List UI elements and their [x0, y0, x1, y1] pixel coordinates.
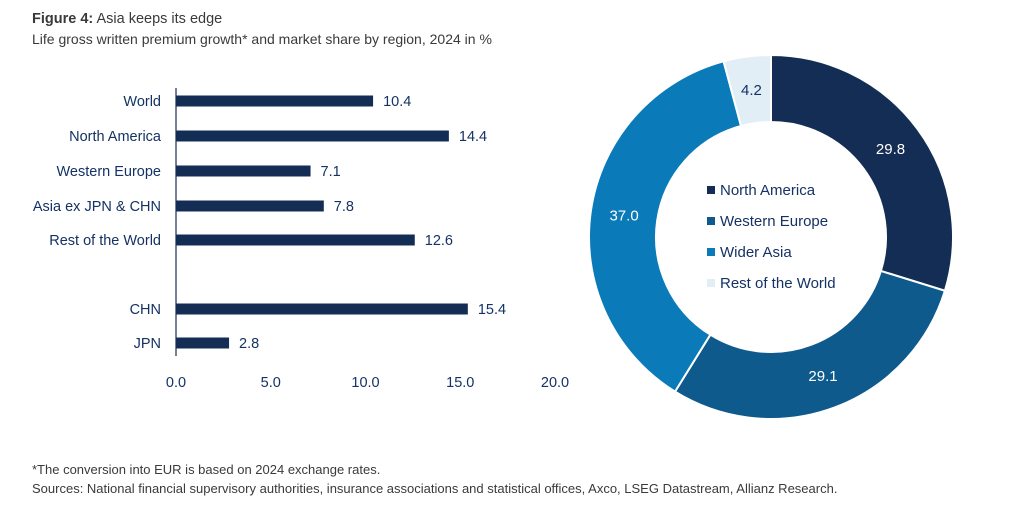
value-label-world: 10.4 [383, 94, 411, 110]
slice-value-rest-of-the-world: 4.2 [741, 82, 762, 99]
bar-asia-ex-jpn-chn [176, 200, 324, 212]
value-label-north-america: 14.4 [459, 129, 487, 145]
value-label-western-europe: 7.1 [321, 164, 341, 180]
slice-value-western-europe: 29.1 [808, 368, 837, 385]
x-tick-label-1: 5.0 [261, 375, 281, 391]
bar-chn [176, 303, 468, 315]
legend-label-rest-of-the-world: Rest of the World [720, 275, 836, 292]
category-label-western-europe: Western Europe [56, 164, 161, 180]
bar-western-europe [176, 165, 311, 177]
x-tick-label-2: 10.0 [351, 375, 379, 391]
x-tick-label-4: 20.0 [541, 375, 569, 391]
slice-western-europe [673, 269, 947, 420]
legend-label-western-europe: Western Europe [720, 213, 828, 230]
legend-swatch-north-america [707, 186, 715, 194]
chart-subtitle: Life gross written premium growth* and m… [32, 31, 492, 47]
legend-label-wider-asia: Wider Asia [720, 244, 792, 261]
footnote: *The conversion into EUR is based on 202… [32, 462, 381, 477]
value-label-asia-ex-jpn-chn: 7.8 [334, 199, 354, 215]
legend-label-north-america: North America [720, 182, 816, 199]
sources-note: Sources: National financial supervisory … [32, 481, 838, 496]
slice-north-america [770, 53, 954, 292]
category-label-north-america: North America [69, 129, 162, 145]
x-tick-label-0: 0.0 [166, 375, 186, 391]
category-label-rest-of-the-world: Rest of the World [49, 233, 161, 249]
legend-swatch-western-europe [707, 217, 715, 225]
slice-wider-asia [588, 60, 743, 394]
category-label-world: World [123, 94, 161, 110]
bar-north-america [176, 130, 449, 142]
legend-swatch-wider-asia [707, 248, 715, 256]
bar-rest-of-the-world [176, 234, 415, 246]
value-label-chn: 15.4 [478, 302, 506, 318]
x-tick-label-3: 15.0 [446, 375, 474, 391]
figure-title: Asia keeps its edge [96, 11, 223, 27]
figure-number: Figure 4: [32, 11, 94, 27]
value-label-jpn: 2.8 [239, 336, 259, 352]
legend-swatch-rest-of-the-world [707, 279, 715, 287]
slice-value-north-america: 29.8 [876, 141, 905, 158]
chart-title: Figure 4: Asia keeps its edge [32, 11, 222, 27]
bar-world [176, 95, 374, 107]
value-label-rest-of-the-world: 12.6 [425, 233, 453, 249]
category-label-jpn: JPN [134, 336, 161, 352]
slice-rest-of-the-world [722, 53, 772, 128]
bar-chart: World 10.4 North America 14.4 Western Europe… [33, 88, 569, 391]
donut-chart: 29.8 29.1 37.0 4.2 North America Western Euro… [588, 53, 954, 420]
bar-jpn [176, 337, 230, 349]
category-label-asia-ex-jpn-chn: Asia ex JPN & CHN [33, 199, 161, 215]
category-label-chn: CHN [130, 302, 161, 318]
slice-value-wider-asia: 37.0 [609, 207, 638, 224]
